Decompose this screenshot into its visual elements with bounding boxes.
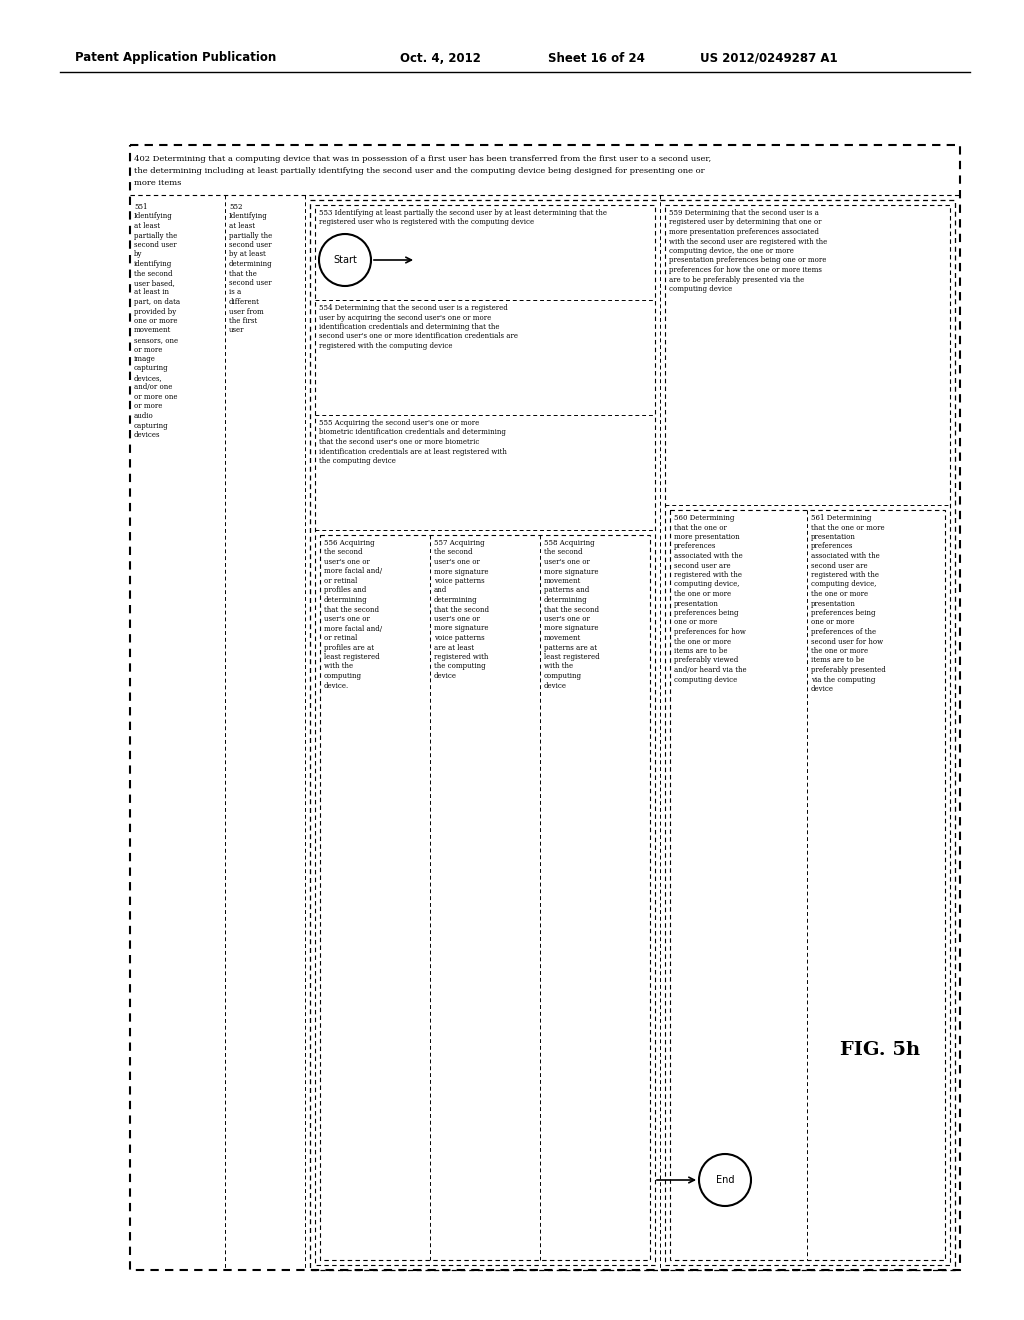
Bar [670, 510, 945, 1261]
Bar [310, 201, 955, 1270]
Text: End: End [716, 1175, 734, 1185]
Bar [319, 535, 650, 1261]
Text: 551
Identifying
at least
partially the
second user
by
identifying
the second
use: 551 Identifying at least partially the s… [134, 203, 180, 440]
Circle shape [699, 1154, 751, 1206]
Circle shape [319, 234, 371, 286]
Text: Sheet 16 of 24: Sheet 16 of 24 [548, 51, 645, 65]
Text: 557 Acquiring
the second
user's one or
more signature
voice patterns
and
determi: 557 Acquiring the second user's one or m… [434, 539, 489, 680]
Bar [315, 205, 655, 1265]
Text: 402 Determining that a computing device that was in possession of a first user h: 402 Determining that a computing device … [134, 154, 711, 162]
Text: 553 Identifying at least partially the second user by at least determining that : 553 Identifying at least partially the s… [319, 209, 607, 227]
Text: Patent Application Publication: Patent Application Publication [75, 51, 276, 65]
Bar [130, 145, 961, 1270]
Text: Start: Start [333, 255, 357, 265]
Text: 552
Identifying
at least
partially the
second user
by at least
determining
that : 552 Identifying at least partially the s… [229, 203, 272, 334]
Text: 561 Determining
that the one or more
presentation
preferences
associated with th: 561 Determining that the one or more pre… [811, 513, 886, 693]
Text: 555 Acquiring the second user's one or more
biometric identification credentials: 555 Acquiring the second user's one or m… [319, 418, 507, 465]
Text: US 2012/0249287 A1: US 2012/0249287 A1 [700, 51, 838, 65]
Text: more items: more items [134, 180, 181, 187]
Text: 554 Determining that the second user is a registered
user by acquiring the secon: 554 Determining that the second user is … [319, 304, 518, 350]
Text: 559 Determining that the second user is a
registered user by determining that on: 559 Determining that the second user is … [669, 209, 827, 293]
Text: 560 Determining
that the one or
more presentation
preferences
associated with th: 560 Determining that the one or more pre… [674, 513, 746, 684]
Text: FIG. 5h: FIG. 5h [840, 1041, 920, 1059]
Text: the determining including at least partially identifying the second user and the: the determining including at least parti… [134, 168, 705, 176]
Bar [665, 205, 950, 1265]
Text: Oct. 4, 2012: Oct. 4, 2012 [400, 51, 481, 65]
Text: 558 Acquiring
the second
user's one or
more signature
movement
patterns and
dete: 558 Acquiring the second user's one or m… [544, 539, 600, 689]
Text: 556 Acquiring
the second
user's one or
more facial and/
or retinal
profiles and
: 556 Acquiring the second user's one or m… [324, 539, 382, 689]
